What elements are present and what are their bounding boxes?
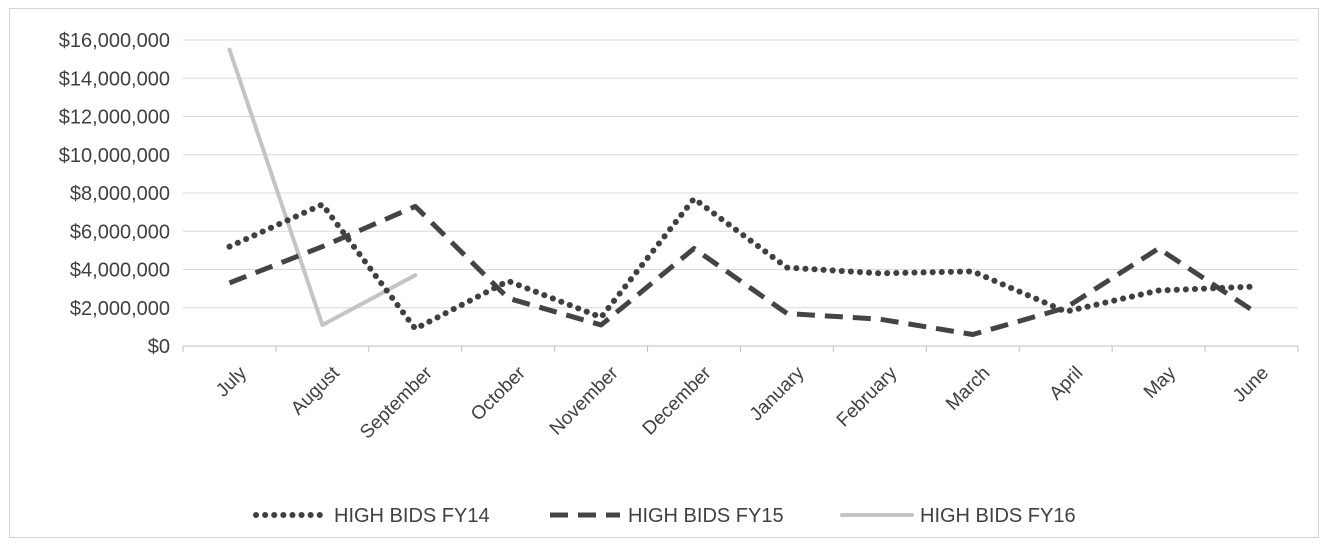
x-tick-label: October — [467, 362, 530, 425]
legend-label: HIGH BIDS FY16 — [920, 505, 1076, 527]
series-line-1 — [226, 195, 1255, 332]
x-tick-label: January — [746, 362, 809, 425]
legend-label: HIGH BIDS FY14 — [334, 505, 490, 527]
series-lines — [226, 47, 1255, 337]
y-tick-label: $16,000,000 — [59, 30, 170, 52]
y-tick-label: $8,000,000 — [70, 183, 170, 205]
x-tick-label: August — [287, 362, 344, 419]
y-tick-label: $0 — [148, 336, 170, 358]
x-tick-label: March — [942, 363, 994, 415]
y-axis-labels: $0 $2,000,000 $4,000,000 $6,000,000 $8,000,0… — [59, 30, 170, 358]
y-tick-label: $10,000,000 — [59, 145, 170, 167]
x-tick-label: September — [356, 362, 437, 443]
x-tick-label: December — [639, 362, 716, 439]
x-tick-label: November — [546, 362, 623, 439]
y-tick-label: $6,000,000 — [70, 221, 170, 243]
x-tick-label: April — [1046, 363, 1088, 405]
x-tick-label: February — [833, 362, 902, 431]
y-tick-label: $12,000,000 — [59, 107, 170, 129]
series-line-3 — [227, 47, 418, 327]
gridlines — [182, 39, 1299, 352]
x-tick-label: July — [212, 362, 251, 401]
y-tick-label: $14,000,000 — [59, 68, 170, 90]
legend-label: HIGH BIDS FY15 — [628, 505, 784, 527]
x-tick-label: June — [1229, 363, 1273, 407]
y-tick-label: $4,000,000 — [70, 260, 170, 282]
series-line-2 — [228, 203, 1253, 337]
x-tick-label: May — [1140, 362, 1181, 403]
y-tick-label: $2,000,000 — [70, 298, 170, 320]
x-axis-labels: July August September October November Decemb… — [212, 362, 1273, 443]
legend: HIGH BIDS FY14 HIGH BIDS FY15 HIGH BIDS FY… — [253, 505, 1076, 527]
chart-frame — [9, 8, 1319, 538]
